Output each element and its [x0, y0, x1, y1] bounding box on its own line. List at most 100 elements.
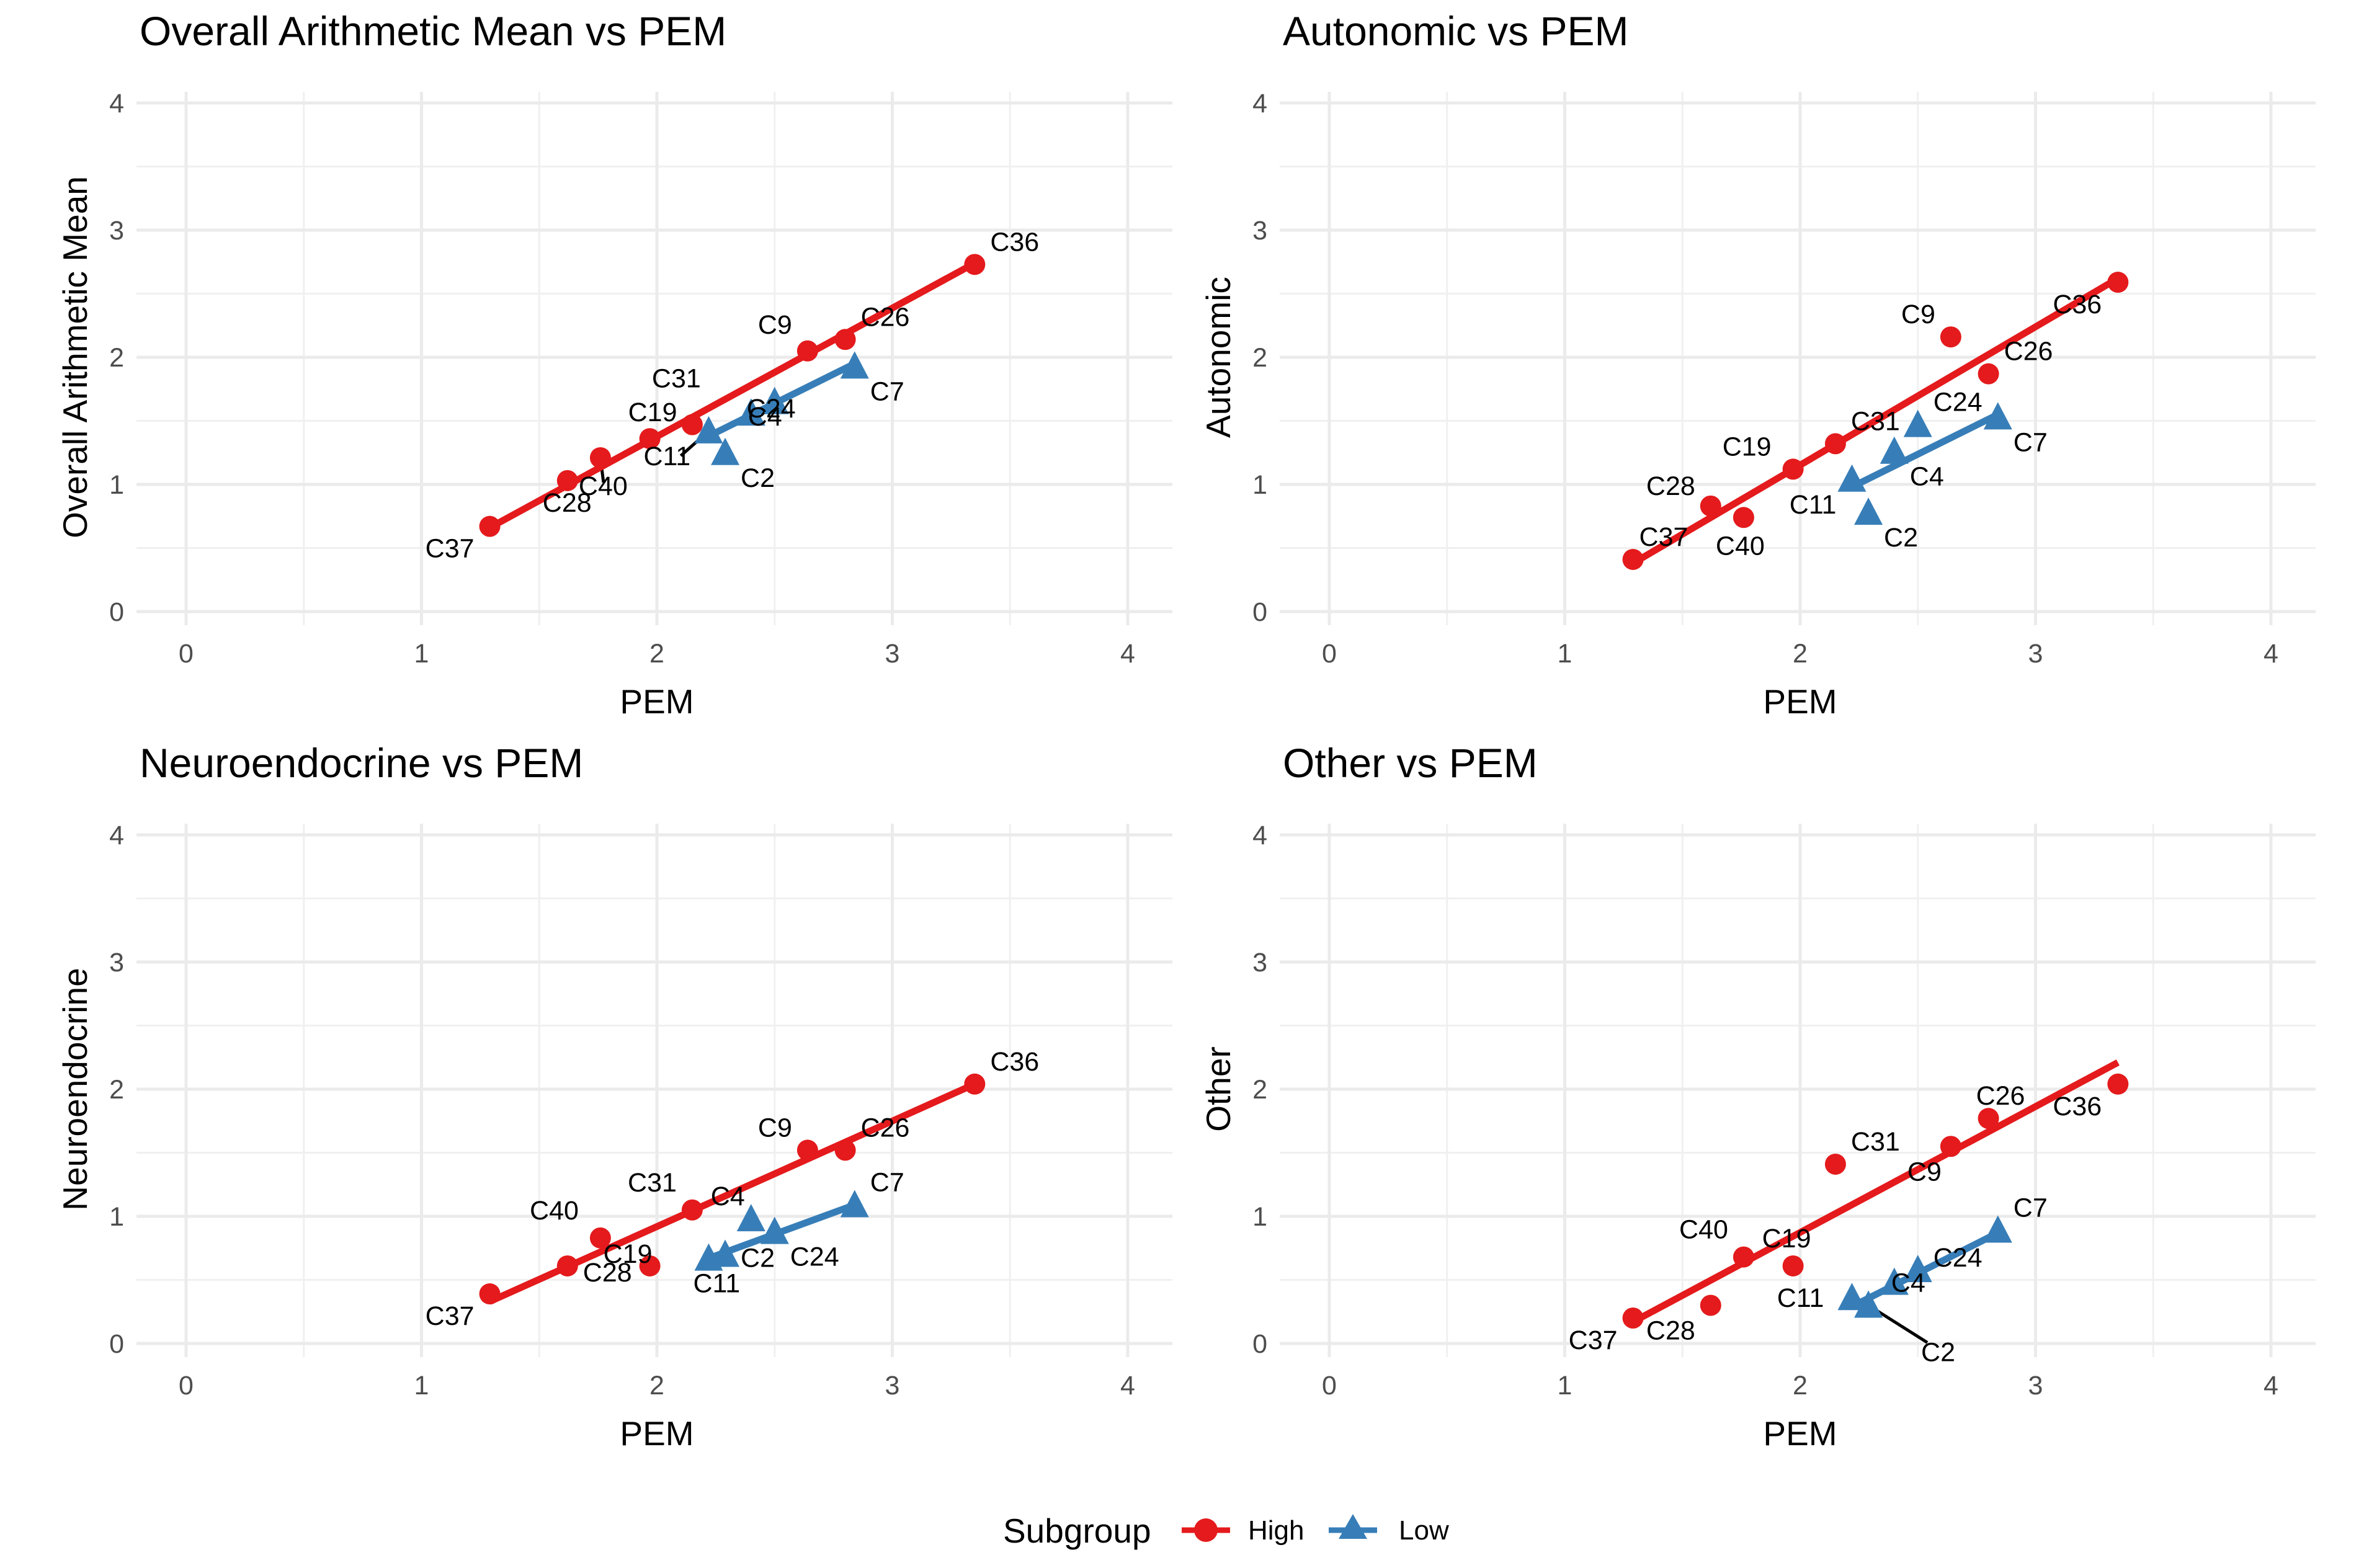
point-c9: [1940, 326, 1961, 348]
point-c36: [2107, 1073, 2129, 1095]
point-label-c26: C26: [2004, 337, 2053, 367]
point-c4: [1880, 436, 1909, 464]
y-tick-label: 3: [1252, 216, 1267, 246]
point-label-c36: C36: [2053, 290, 2102, 319]
x-tick-label: 4: [2264, 1371, 2278, 1401]
point-c31: [1824, 1153, 1846, 1175]
gridlines: [1280, 824, 2316, 1357]
y-tick-label: 0: [1252, 597, 1267, 627]
point-label-c24: C24: [747, 394, 796, 424]
legend-title: Subgroup: [1003, 1512, 1151, 1550]
point-c4: [1880, 1267, 1909, 1295]
point-label-c28: C28: [543, 488, 592, 518]
point-label-c31: C31: [1851, 406, 1900, 436]
point-label-c11: C11: [693, 1269, 740, 1299]
x-axis-title: PEM: [1763, 682, 1837, 721]
point-label-c24: C24: [790, 1242, 839, 1272]
y-axis-title: Autonomic: [1199, 277, 1238, 438]
point-label-c2: C2: [1884, 523, 1918, 553]
point-c4: [736, 1204, 765, 1232]
x-tick-label: 2: [1793, 1371, 1808, 1401]
point-label-c2: C2: [1921, 1338, 1955, 1368]
x-tick-label: 1: [414, 639, 429, 669]
panel-2: 0 1 2 3 4 0 1 2 3 4 Autonomic vs PEM PEM Autonomic C3…: [1199, 8, 2316, 721]
legend-item-low: Low: [1329, 1514, 1449, 1546]
point-c7: [840, 351, 869, 379]
y-tick-label: 3: [109, 216, 124, 246]
point-label-c36: C36: [990, 227, 1039, 257]
point-c19: [1782, 458, 1804, 480]
point-label-c26: C26: [861, 302, 910, 332]
x-tick-label: 0: [1322, 1371, 1337, 1401]
point-c28: [1700, 1294, 1721, 1316]
y-tick-label: 1: [1252, 1202, 1267, 1232]
point-c11: [694, 416, 723, 443]
x-tick-label: 4: [1120, 639, 1135, 669]
point-c40: [1733, 1246, 1754, 1268]
legend: Subgroup High Low: [1003, 1512, 1449, 1550]
point-label-c19: C19: [628, 398, 677, 427]
point-c28: [556, 470, 578, 491]
y-axis-title: Neuroendocrine: [56, 968, 94, 1210]
point-label-c19: C19: [604, 1239, 653, 1269]
panel-title: Neuroendocrine vs PEM: [140, 740, 583, 786]
point-label-c7: C7: [870, 1168, 904, 1198]
point-c40: [589, 1227, 611, 1249]
point-label-c28: C28: [1646, 471, 1695, 501]
point-label-c7: C7: [870, 376, 904, 406]
chart-panels: 0 1 2 3 4 0 1 2 3 4 Overall Arithmetic Mean vs PEM…: [56, 8, 2316, 1453]
point-label-c4: C4: [1910, 462, 1944, 492]
x-axis-title: PEM: [1763, 1414, 1837, 1453]
legend-item-high: High: [1182, 1515, 1305, 1546]
x-tick-label: 0: [179, 1371, 194, 1401]
point-label-c11: C11: [1777, 1283, 1824, 1313]
point-c24: [1903, 409, 1932, 437]
legend-marker-low: [1339, 1514, 1367, 1539]
x-tick-label: 1: [414, 1371, 429, 1401]
legend-label-low: Low: [1399, 1515, 1449, 1546]
point-c11: [1837, 1283, 1867, 1311]
x-tick-label: 2: [1793, 639, 1808, 669]
x-tick-label: 3: [2028, 639, 2043, 669]
point-label-c19: C19: [1723, 432, 1772, 461]
y-tick-label: 4: [109, 821, 124, 850]
point-label-c7: C7: [2014, 427, 2048, 457]
point-label-c31: C31: [628, 1168, 677, 1198]
panel-title: Autonomic vs PEM: [1283, 8, 1629, 54]
point-c26: [1978, 1108, 1999, 1129]
point-c31: [681, 1199, 703, 1221]
point-label-c36: C36: [2053, 1092, 2102, 1121]
point-label-c31: C31: [1851, 1127, 1900, 1157]
point-c2: [1854, 1290, 1883, 1318]
panel-title: Overall Arithmetic Mean vs PEM: [140, 8, 726, 54]
point-c28: [556, 1255, 578, 1276]
point-label-c4: C4: [748, 402, 782, 432]
point-c26: [834, 329, 856, 350]
point-c26: [1978, 363, 1999, 385]
point-c24: [760, 1216, 789, 1244]
point-c36: [964, 254, 986, 275]
x-tick-label: 0: [179, 639, 194, 669]
point-c19: [639, 428, 661, 450]
point-c7: [1983, 1215, 2012, 1243]
point-c36: [964, 1073, 986, 1095]
point-label-c40: C40: [1716, 531, 1765, 561]
x-axis-title: PEM: [620, 1414, 694, 1453]
point-label-c9: C9: [1901, 300, 1935, 329]
point-label-c26: C26: [1976, 1081, 2025, 1111]
point-label-c37: C37: [426, 534, 475, 564]
y-tick-label: 3: [1252, 948, 1267, 978]
point-c9: [796, 1139, 818, 1161]
point-label-c9: C9: [1907, 1157, 1942, 1187]
point-c37: [479, 515, 501, 537]
fit-line-low: [707, 360, 857, 440]
x-tick-label: 3: [885, 1371, 900, 1401]
point-label-c19: C19: [1762, 1224, 1811, 1254]
x-tick-label: 4: [2264, 639, 2278, 669]
y-tick-label: 4: [109, 89, 124, 118]
point-c37: [1622, 1307, 1644, 1329]
y-tick-label: 1: [1252, 470, 1267, 500]
point-c7: [1983, 402, 2012, 430]
x-tick-label: 3: [2028, 1371, 2043, 1401]
